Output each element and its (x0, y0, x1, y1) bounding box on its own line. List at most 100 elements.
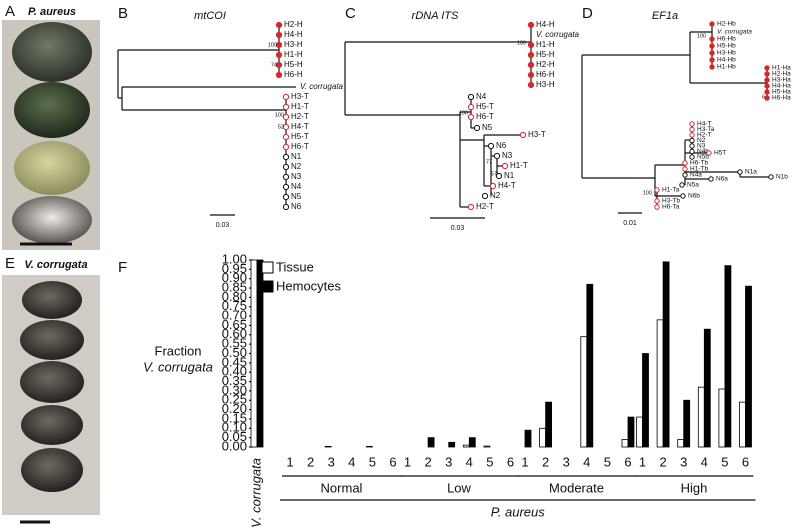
leaf-node (682, 172, 688, 178)
bar (627, 416, 635, 448)
x-tick-label: 1 (521, 454, 528, 469)
leaf-node (467, 203, 475, 211)
leaf-label: H5-T (291, 132, 309, 141)
bootstrap-value: 100 (517, 40, 526, 46)
leaf-node (519, 131, 527, 139)
bar (683, 399, 691, 448)
leaf-node (689, 154, 695, 160)
leaf-node (682, 160, 688, 166)
y-tick-label: 0.35 (222, 373, 247, 388)
legend-swatch (261, 261, 274, 274)
y-tick-label: 0.20 (222, 401, 247, 416)
leaf-node (493, 152, 501, 160)
leaf-node (467, 93, 475, 101)
leaf-label: N4 (476, 92, 487, 101)
leaf-label: N4b (697, 148, 709, 155)
leaf-label: H3-T (528, 130, 546, 139)
bar (586, 283, 594, 448)
leaf-label: N6 (291, 202, 302, 211)
panel-letter: E (5, 255, 15, 272)
scale-label: 0.01 (623, 220, 637, 227)
leaf-label: H2-T (291, 112, 309, 121)
y-tick-label: 0.40 (222, 364, 247, 379)
leaf-label: N4 (291, 182, 302, 191)
leaf-label: N6 (496, 141, 507, 150)
leaf-label: H6-H (536, 70, 555, 79)
bar (448, 441, 456, 448)
y-tick-label: 0.60 (222, 326, 247, 341)
y-tick-label: 0.00 (222, 438, 247, 453)
leaf-label: H6-Ta (662, 204, 680, 211)
leaf-label: H3-Ha (772, 77, 791, 84)
leaf-label: H5-H (284, 60, 303, 69)
leaf-label: N6b (688, 193, 700, 200)
bootstrap-value: 52 (278, 124, 284, 130)
bar (250, 259, 258, 448)
bar (365, 446, 373, 448)
leaf-node (527, 41, 535, 49)
photo-a (2, 20, 100, 250)
leaf-node (282, 143, 290, 151)
leaf-label: H5-T (476, 102, 494, 111)
y-tick-label: 0.70 (222, 308, 247, 323)
leaf-label: H1-T (510, 161, 528, 170)
panel-title: rDNA ITS (412, 10, 459, 22)
x-tick-label: 4 (701, 454, 708, 469)
leaf-label: N1 (504, 171, 515, 180)
leaf-node (275, 51, 283, 59)
bar (745, 285, 752, 448)
leaf-label: N2 (490, 191, 501, 200)
y-axis-label: V. corrugata (143, 359, 213, 374)
leaf-label: H6-T (291, 142, 309, 151)
photo-e (2, 275, 100, 524)
leaf-node (467, 103, 475, 111)
y-tick-label: 0.75 (222, 298, 247, 313)
bar (697, 386, 705, 448)
y-tick-label: 0.50 (222, 345, 247, 360)
leaf-node (764, 83, 770, 89)
leaf-label: H2-T (476, 202, 494, 211)
leaf-label: V. corrugata (300, 82, 344, 91)
leaf-label: V. corrugata (536, 30, 580, 39)
leaf-label: H6-Ha (772, 95, 791, 102)
x-tick-label: 4 (466, 454, 473, 469)
leaf-label: H1-H (536, 40, 555, 49)
leaf-node (282, 203, 290, 211)
leaf-label: H3-T (291, 92, 309, 101)
leaf-node (764, 89, 770, 95)
bar (545, 401, 552, 448)
scale-label: 0.03 (451, 225, 465, 232)
panel-title: EF1a (652, 10, 678, 22)
leaf-node (709, 57, 715, 63)
leaf-label: H2-H (284, 20, 303, 29)
y-tick-label: 0.30 (222, 382, 247, 397)
y-tick-label: 0.80 (222, 289, 247, 304)
leaf-label: H1-Tb (690, 166, 708, 173)
leaf-node (495, 172, 503, 180)
x-tick-label: 5 (721, 454, 728, 469)
panel-title: P. aureus (28, 6, 76, 18)
leaf-label: H2-Hb (717, 21, 736, 28)
leaf-label: H4-T (498, 181, 516, 190)
legend-label: Tissue (276, 259, 314, 274)
bar (636, 416, 643, 448)
x-tick-label: 5 (369, 454, 376, 469)
x-tick-label: 2 (659, 454, 666, 469)
x-tick-label: 6 (624, 454, 631, 469)
leaf-label: N4a (690, 172, 702, 179)
leaf-node (764, 65, 770, 71)
leaf-node (527, 71, 535, 79)
y-tick-label: 0.90 (222, 270, 247, 285)
leaf-node (473, 124, 481, 132)
leaf-label: N3 (697, 143, 706, 150)
group-label: Normal (321, 480, 363, 495)
leaf-label: H3-Ta (697, 126, 715, 133)
x-tick-label: 6 (389, 454, 396, 469)
x-tick-label: 2 (542, 454, 549, 469)
bootstrap-value: 6 (762, 94, 765, 100)
leaf-label: N5a (687, 182, 699, 189)
leaf-label: N6a (716, 176, 728, 183)
bar (718, 388, 726, 448)
bar (483, 445, 491, 448)
leaf-node (682, 166, 688, 172)
